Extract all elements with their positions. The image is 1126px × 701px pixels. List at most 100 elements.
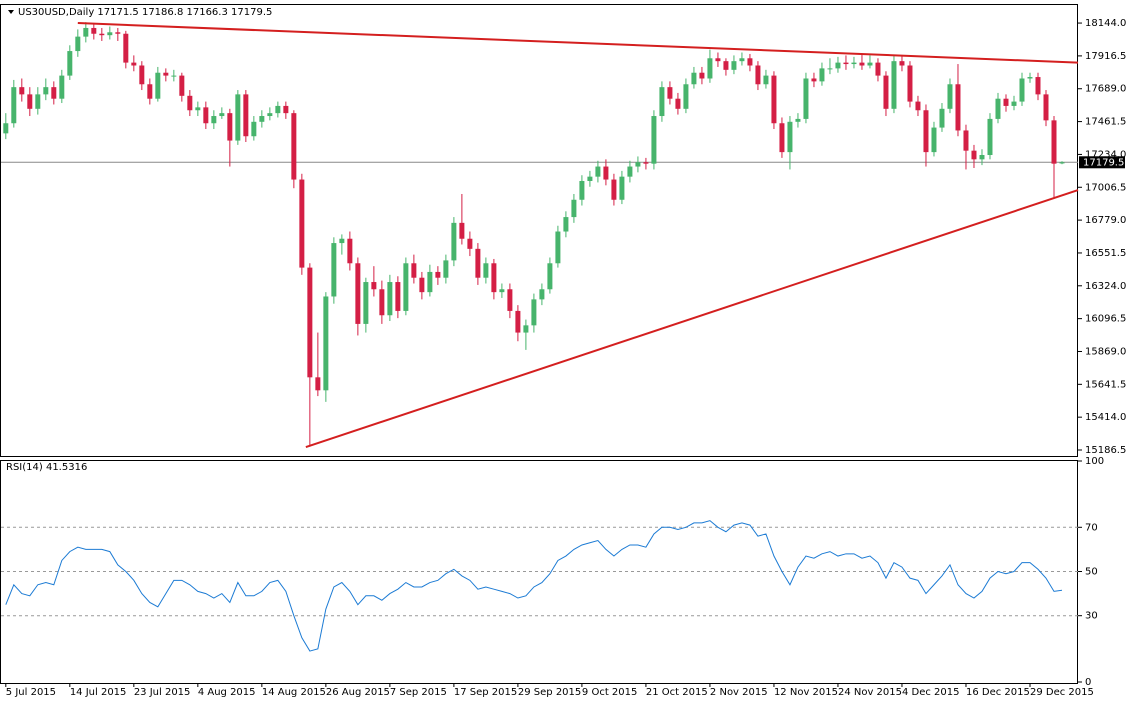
candle-body [283, 105, 289, 114]
candle-body [75, 36, 81, 52]
candle-body [579, 180, 585, 200]
x-tick-label: 5 Jul 2015 [6, 687, 56, 698]
candle-body [731, 61, 737, 70]
candle-body [171, 75, 177, 77]
candle-body [339, 238, 345, 244]
candle-body [939, 108, 945, 128]
candle-body [1019, 78, 1025, 102]
candle-body [483, 263, 489, 278]
y-tick-label: 50 [1085, 567, 1098, 578]
candle-body [523, 325, 529, 333]
x-tick-label: 24 Nov 2015 [838, 687, 902, 698]
candle-body [619, 176, 625, 200]
x-tick-label: 14 Aug 2015 [262, 687, 326, 698]
candle-body [1051, 120, 1057, 164]
candle-body [211, 116, 217, 124]
candle-body [755, 65, 761, 85]
candle-body [859, 62, 865, 66]
candle-body [243, 94, 249, 137]
candle-body [3, 123, 9, 134]
y-tick-label: 18144.0 [1085, 18, 1126, 29]
candle-body [491, 263, 497, 293]
candle-body [507, 289, 513, 311]
candle-body [987, 118, 993, 156]
candle-body [811, 78, 817, 82]
x-tick-label: 4 Dec 2015 [902, 687, 960, 698]
candle-body [539, 289, 545, 300]
candle-body [499, 289, 505, 293]
candle-body [979, 155, 985, 160]
y-tick-label: 17234.0 [1085, 149, 1126, 160]
rsi-line [5, 520, 1063, 652]
x-tick-label: 7 Sep 2015 [390, 687, 447, 698]
candle-body [107, 32, 113, 36]
candle-body [867, 62, 873, 66]
candle-body [411, 263, 417, 278]
candle-body [643, 162, 649, 164]
y-tick-label: 16324.0 [1085, 281, 1126, 292]
candle-body [315, 377, 321, 391]
candle-body [1059, 162, 1065, 164]
candle-body [995, 98, 1001, 119]
candle-body [131, 62, 137, 66]
candle-body [1027, 77, 1033, 79]
candle-body [43, 87, 49, 95]
candle-body [963, 130, 969, 151]
candle-body [219, 113, 225, 117]
candle-body [395, 282, 401, 311]
candle-body [531, 299, 537, 326]
candle-body [419, 277, 425, 293]
y-tick-label: 100 [1085, 456, 1104, 467]
candle-body [787, 121, 793, 153]
x-tick-label: 12 Nov 2015 [774, 687, 838, 698]
candle-body [547, 263, 553, 290]
candle-body [563, 217, 569, 232]
candle-body [475, 248, 481, 278]
candle-body [307, 267, 313, 378]
candle-body [251, 121, 257, 137]
y-tick-label: 17461.5 [1085, 117, 1126, 128]
candle-body [363, 282, 369, 324]
trend-line [305, 189, 1079, 448]
candle-body [11, 87, 17, 124]
candle-body [187, 95, 193, 111]
last-price-label: 17179.5 [1083, 157, 1124, 168]
candle-body [587, 176, 593, 181]
candle-body [459, 222, 465, 239]
candle-body [139, 65, 145, 85]
candle-body [331, 243, 337, 297]
candle-body [227, 113, 233, 141]
candle-body [267, 113, 273, 117]
x-tick-label: 21 Oct 2015 [646, 687, 708, 698]
candle-body [891, 61, 897, 109]
candle-body [427, 271, 433, 293]
candle-body [123, 33, 129, 63]
candle-body [875, 62, 881, 76]
candle-body [947, 84, 953, 109]
candle-body [723, 61, 729, 70]
candle-body [51, 87, 57, 99]
price-panel [0, 4, 1078, 457]
candle-body [179, 75, 185, 96]
candle-body [699, 72, 705, 79]
y-tick-label: 15414.0 [1085, 412, 1126, 423]
x-tick-label: 2 Nov 2015 [710, 687, 768, 698]
candle-body [803, 78, 809, 119]
candle-body [843, 62, 849, 65]
candle-body [147, 84, 153, 99]
menu-triangle [8, 10, 14, 14]
candle-body [779, 123, 785, 153]
candle-body [323, 296, 329, 391]
candle-body [467, 238, 473, 249]
candle-body [347, 238, 353, 264]
x-tick-label: 14 Jul 2015 [70, 687, 127, 698]
x-tick-label: 9 Oct 2015 [582, 687, 637, 698]
candle-body [91, 27, 97, 34]
y-tick-label: 15186.5 [1085, 445, 1126, 456]
candle-body [955, 84, 961, 131]
x-tick-label: 4 Aug 2015 [198, 687, 256, 698]
x-tick-label: 16 Dec 2015 [966, 687, 1030, 698]
candle-body [907, 65, 913, 102]
candle-body [739, 58, 745, 62]
candle-body [451, 222, 457, 261]
